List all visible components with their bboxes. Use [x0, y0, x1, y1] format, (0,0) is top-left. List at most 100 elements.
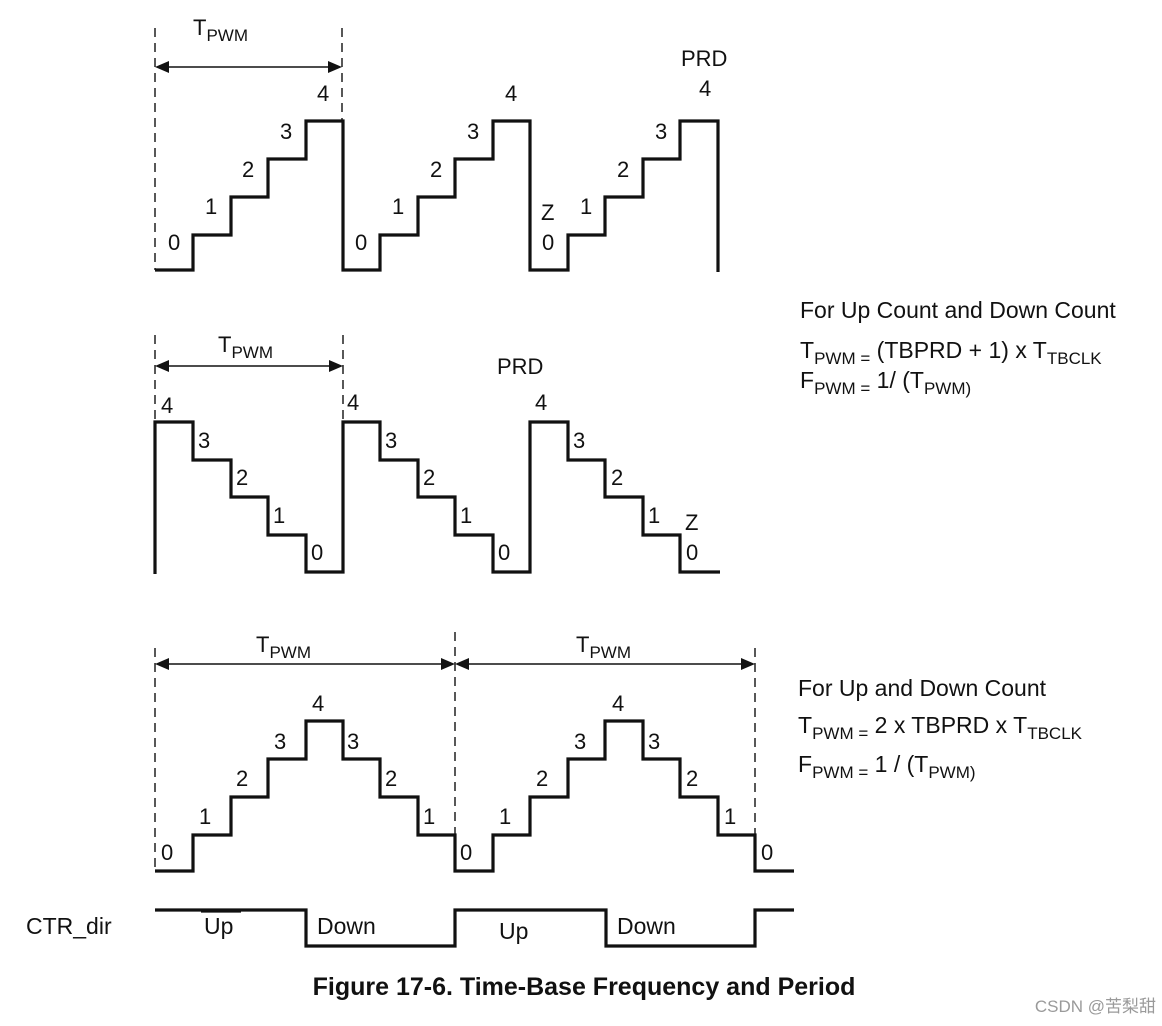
arrow-right-head	[441, 658, 455, 670]
fpwm-formula: FPWM = 1/ (TPWM)	[800, 367, 971, 398]
tpwm-label: T	[193, 15, 206, 40]
tpwm-dimension: TPWM	[155, 15, 342, 73]
arrow-right-head	[741, 658, 755, 670]
formula-heading: For Up and Down Count	[798, 675, 1047, 701]
tpwm-label: T	[256, 632, 269, 657]
count-label-1: 1	[423, 804, 435, 829]
count-label-3: 3	[198, 428, 210, 453]
arrow-left-head	[155, 658, 169, 670]
count-label-0: 0	[311, 540, 323, 565]
count-label-3: 3	[467, 119, 479, 144]
count-label-0: 0	[161, 840, 173, 865]
up-down-count-labels: 0 1 2 3 4 3 2 1 0 1 2 3 4 3 2 1 0	[161, 691, 773, 865]
prd-label: PRD	[497, 354, 543, 379]
zero-marker-z: Z	[685, 510, 698, 535]
formula-block-up-or-down: For Up Count and Down Count TPWM = (TBPR…	[800, 297, 1116, 398]
ctr-dir-waveform	[155, 908, 794, 948]
count-label-2: 2	[611, 465, 623, 490]
count-label-3: 3	[274, 729, 286, 754]
count-label-4: 4	[161, 393, 173, 418]
count-label-1: 1	[499, 804, 511, 829]
count-label-3: 3	[655, 119, 667, 144]
count-label-1: 1	[205, 194, 217, 219]
count-label-2: 2	[536, 766, 548, 791]
prd-label: PRD	[681, 46, 727, 71]
panel-up-count: TPWM 0 1 2 3 4 0 1 2 3 4 Z 0 1 2 3 PRD 4	[154, 15, 727, 272]
count-label-0: 0	[460, 840, 472, 865]
tpwm-subscript: PWM	[231, 343, 273, 362]
count-label-0: 0	[355, 230, 367, 255]
tpwm-label: T	[576, 632, 589, 657]
ctr-dir-label: CTR_dir	[26, 913, 112, 939]
count-label-1: 1	[199, 804, 211, 829]
count-label-2: 2	[617, 157, 629, 182]
count-label-4: 4	[505, 81, 517, 106]
tpwm-formula: TPWM = (TBPRD + 1) x TTBCLK	[800, 337, 1102, 368]
up-count-labels: 0 1 2 3 4 0 1 2 3 4 Z 0 1 2 3 PRD 4	[168, 46, 727, 255]
panel-down-count: TPWM 4 3 2 1 0 4 3 2 1 0 PRD 4 3 2 1 Z 0	[153, 332, 720, 574]
count-label-2: 2	[236, 766, 248, 791]
count-label-2: 2	[430, 157, 442, 182]
count-label-4: 4	[699, 76, 711, 101]
svg-text:TPWM: TPWM	[193, 15, 248, 45]
count-label-4: 4	[612, 691, 624, 716]
tpwm-subscript: PWM	[269, 643, 311, 662]
count-label-4: 4	[312, 691, 324, 716]
csdn-watermark: CSDN @苦梨甜	[1035, 997, 1156, 1016]
count-label-1: 1	[724, 804, 736, 829]
arrow-right-head	[328, 61, 342, 73]
count-label-4: 4	[347, 390, 359, 415]
arrow-right-head	[329, 360, 343, 372]
count-label-3: 3	[573, 428, 585, 453]
count-label-0: 0	[686, 540, 698, 565]
count-label-3: 3	[648, 729, 660, 754]
formula-heading: For Up Count and Down Count	[800, 297, 1116, 323]
count-label-1: 1	[580, 194, 592, 219]
panel-up-down-count: TPWM TPWM 0 1 2 3 4 3 2 1 0 1 2 3 4 3 2 …	[26, 632, 794, 948]
count-label-0: 0	[761, 840, 773, 865]
count-label-2: 2	[423, 465, 435, 490]
tpwm-dimension: TPWM	[155, 632, 455, 670]
figure-caption: Figure 17-6. Time-Base Frequency and Per…	[313, 973, 856, 1001]
count-label-2: 2	[236, 465, 248, 490]
arrow-left-head	[155, 61, 169, 73]
tpwm-dimension: TPWM	[455, 632, 755, 670]
down-count-waveform	[153, 420, 720, 574]
count-label-3: 3	[280, 119, 292, 144]
zero-marker-z: Z	[541, 200, 554, 225]
arrow-left-head	[455, 658, 469, 670]
formula-block-up-and-down: For Up and Down Count TPWM = 2 x TBPRD x…	[798, 675, 1083, 782]
count-label-4: 4	[317, 81, 329, 106]
up-down-count-waveform	[155, 719, 794, 873]
count-label-0: 0	[542, 230, 554, 255]
tpwm-formula: TPWM = 2 x TBPRD x TTBCLK	[798, 712, 1083, 743]
ctr-dir-signal: CTR_dir Up Down Up Down	[26, 908, 794, 948]
arrow-left-head	[155, 360, 169, 372]
dir-label-up: Up	[499, 918, 528, 944]
tpwm-dimension: TPWM	[155, 332, 343, 372]
count-label-2: 2	[385, 766, 397, 791]
tpwm-label: T	[218, 332, 231, 357]
count-label-1: 1	[273, 503, 285, 528]
count-label-3: 3	[574, 729, 586, 754]
dir-label-down: Down	[617, 913, 676, 939]
fpwm-formula: FPWM = 1 / (TPWM)	[798, 751, 976, 782]
count-label-4: 4	[535, 390, 547, 415]
svg-text:TPWM: TPWM	[218, 332, 273, 362]
count-label-0: 0	[498, 540, 510, 565]
tpwm-subscript: PWM	[589, 643, 631, 662]
count-label-2: 2	[686, 766, 698, 791]
count-label-3: 3	[347, 729, 359, 754]
count-label-1: 1	[648, 503, 660, 528]
count-label-0: 0	[168, 230, 180, 255]
count-label-2: 2	[242, 157, 254, 182]
dir-label-down: Down	[317, 913, 376, 939]
count-label-3: 3	[385, 428, 397, 453]
tpwm-subscript: PWM	[206, 26, 248, 45]
up-count-waveform	[155, 119, 720, 272]
dir-label-up: Up	[204, 913, 233, 939]
svg-text:TPWM: TPWM	[256, 632, 311, 662]
svg-text:TPWM: TPWM	[576, 632, 631, 662]
count-label-1: 1	[392, 194, 404, 219]
